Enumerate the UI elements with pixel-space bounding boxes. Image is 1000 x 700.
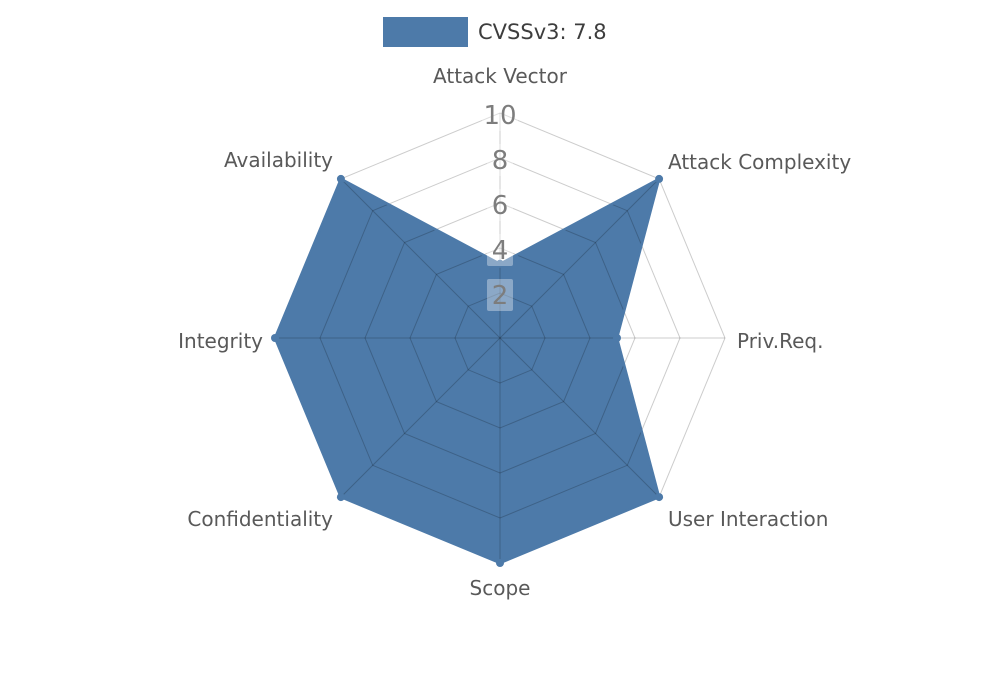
vertex-marker — [496, 259, 504, 268]
vertex-marker — [336, 493, 345, 502]
vertex-marker — [655, 174, 664, 183]
tick-label: 10 — [483, 101, 516, 131]
grid-ring — [319, 157, 681, 519]
tick-label: 4 — [492, 236, 509, 266]
tick-label: 2 — [492, 281, 509, 311]
axis-spoke — [340, 178, 501, 339]
category-label: Scope — [470, 576, 531, 600]
grid-ring — [409, 247, 591, 429]
tick-label-box — [487, 189, 513, 221]
vertex-marker — [655, 493, 664, 502]
grid-ring — [454, 292, 546, 384]
vertex-marker — [496, 559, 504, 567]
axis-spoke — [499, 337, 660, 498]
tick-label-box — [487, 279, 513, 311]
legend: CVSSv3: 7.8 — [383, 17, 607, 47]
category-label: User Interaction — [668, 507, 828, 531]
tick-label: 6 — [492, 191, 509, 221]
category-label: Availability — [224, 148, 333, 172]
category-label: Confidentiality — [187, 507, 333, 531]
legend-label: CVSSv3: 7.8 — [478, 20, 607, 44]
grid-ring — [364, 202, 636, 474]
tick-label: 8 — [492, 146, 509, 176]
vertex-marker — [336, 174, 345, 183]
axis-spoke — [499, 178, 660, 339]
vertex-marker — [271, 334, 279, 342]
vertex-marker — [613, 334, 621, 342]
tick-label-box — [487, 234, 513, 266]
category-label: Priv.Req. — [737, 329, 823, 353]
category-label: Attack Vector — [433, 64, 568, 88]
category-label: Integrity — [178, 329, 263, 353]
tick-label-box — [487, 144, 513, 176]
axis-spoke — [340, 337, 501, 498]
legend-swatch — [383, 17, 468, 47]
tick-label-box — [482, 99, 518, 131]
category-label: Attack Complexity — [668, 150, 851, 174]
data-polygon-fill — [275, 178, 660, 563]
